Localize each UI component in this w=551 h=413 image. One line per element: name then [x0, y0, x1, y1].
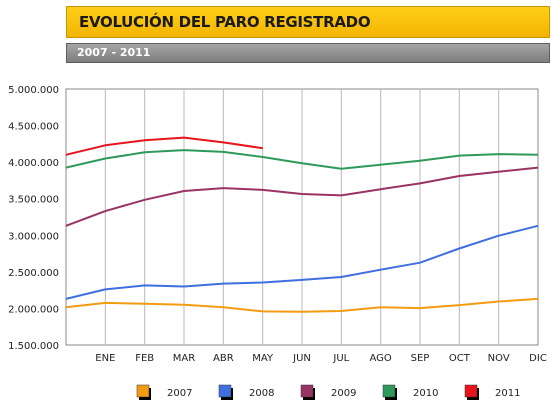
x-tick-label-oct: OCT: [449, 353, 471, 364]
y-tick-label: 3.500.000: [8, 195, 59, 206]
x-tick-label-sep: SEP: [411, 353, 430, 364]
y-tick-label: 3.000.000: [8, 231, 59, 242]
x-tick-label-mar: MAR: [173, 353, 195, 364]
x-tick-label-abr: ABR: [213, 353, 234, 364]
legend-swatch-2011: [464, 384, 478, 398]
y-tick-label: 4.500.000: [8, 122, 59, 133]
chart-subtitle-bar: 2007 - 2011: [66, 43, 550, 63]
legend-label-2010: 2010: [413, 388, 438, 399]
chart-title-bar: EVOLUCIÓN DEL PARO REGISTRADO: [66, 6, 550, 38]
legend-swatch-2007: [136, 384, 150, 398]
chart-subtitle: 2007 - 2011: [77, 46, 151, 59]
series-line-2010: [65, 149, 539, 170]
legend-label-2011: 2011: [495, 388, 520, 399]
series-line-2009: [65, 166, 539, 227]
y-tick-label: 5.000.000: [8, 85, 59, 96]
x-tick-label-jun: JUN: [292, 353, 311, 364]
legend-swatch-2010: [382, 384, 396, 398]
legend-label-2009: 2009: [331, 388, 356, 399]
y-tick-label: 1.500.000: [8, 341, 59, 352]
x-tick-label-nov: NOV: [488, 353, 510, 364]
chart-title: EVOLUCIÓN DEL PARO REGISTRADO: [79, 13, 371, 31]
legend-swatch-2008: [218, 384, 232, 398]
y-tick-label: 2.000.000: [8, 304, 59, 315]
y-tick-label: 4.000.000: [8, 158, 59, 169]
x-tick-label-ene: ENE: [95, 353, 115, 364]
x-tick-label-may: MAY: [252, 353, 274, 364]
series-line-2008: [65, 224, 539, 300]
legend-swatch-2009: [300, 384, 314, 398]
x-tick-label-ago: AGO: [370, 353, 392, 364]
legend-label-2008: 2008: [249, 388, 274, 399]
y-tick-label: 2.500.000: [8, 268, 59, 279]
series-line-2011: [65, 136, 263, 156]
series-line-2007: [65, 297, 539, 313]
x-tick-label-feb: FEB: [135, 353, 154, 364]
x-tick-label-dic: DIC: [529, 353, 547, 364]
x-tick-label-jul: JUL: [332, 353, 349, 364]
legend-label-2007: 2007: [167, 388, 192, 399]
